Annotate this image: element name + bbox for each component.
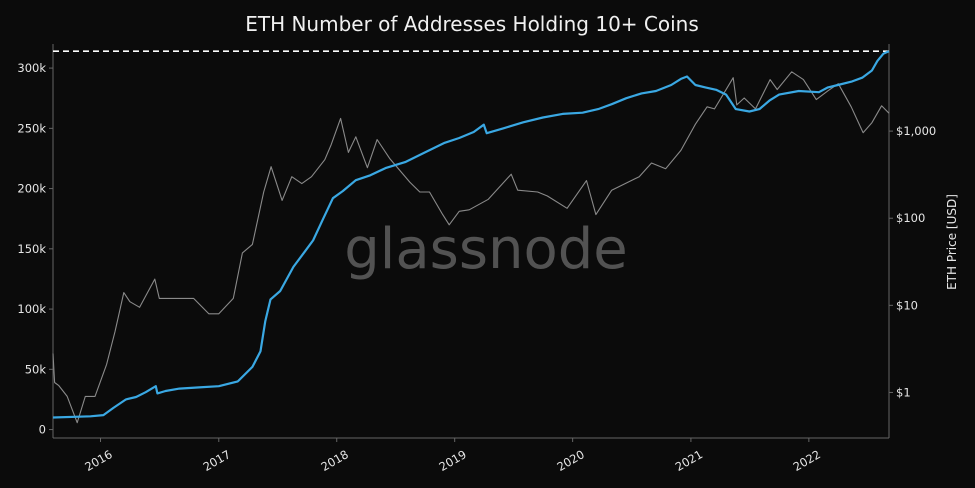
left-tick-label: 300k <box>17 61 46 75</box>
right-axis-label: ETH Price [USD] <box>945 194 959 290</box>
addresses-10plus-line <box>52 50 890 419</box>
right-axis-ticks: $1 $10 $100 $1,000 <box>889 124 936 399</box>
right-tick-label: $100 <box>896 211 925 225</box>
series-group <box>52 50 890 424</box>
x-tick-label: 2021 <box>673 447 705 474</box>
x-tick-label: 2017 <box>201 447 233 474</box>
left-tick-label: 200k <box>17 182 46 196</box>
chart-title: ETH Number of Addresses Holding 10+ Coin… <box>245 12 699 36</box>
left-axis-ticks: 0 50k 100k 150k 200k 250k 300k <box>17 61 53 437</box>
right-tick-label: $1,000 <box>896 124 936 138</box>
right-tick-label: $10 <box>896 298 918 312</box>
x-tick-label: 2016 <box>82 447 114 474</box>
right-tick-label: $1 <box>896 385 911 399</box>
x-axis-ticks: 2016 2017 2018 2019 2020 2021 2022 <box>82 438 823 474</box>
watermark-logo: glassnode <box>344 217 628 282</box>
left-tick-label: 50k <box>25 362 47 376</box>
x-tick-label: 2020 <box>554 447 586 474</box>
x-tick-label: 2019 <box>437 447 469 474</box>
left-tick-label: 250k <box>17 121 46 135</box>
left-tick-label: 0 <box>39 423 46 437</box>
eth-price-line <box>52 71 890 424</box>
x-tick-label: 2022 <box>791 447 823 474</box>
left-tick-label: 150k <box>17 242 46 256</box>
axes-frame <box>52 44 890 439</box>
x-tick-label: 2018 <box>319 447 351 474</box>
left-tick-label: 100k <box>17 302 46 316</box>
